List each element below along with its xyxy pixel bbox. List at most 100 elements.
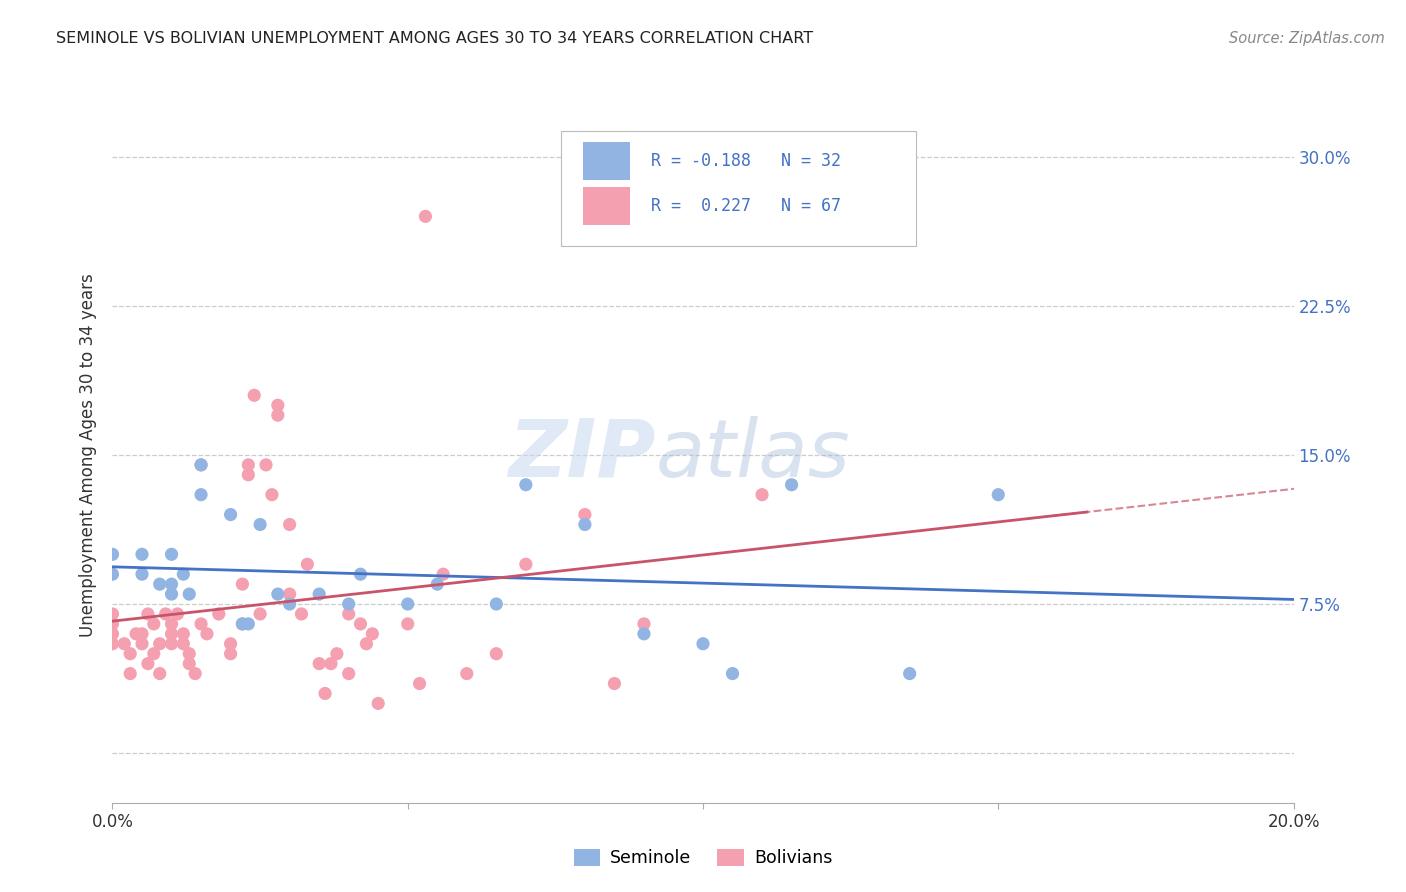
Point	[751, 488, 773, 502]
Point	[308, 587, 330, 601]
Point	[356, 637, 378, 651]
Point	[337, 666, 360, 681]
Point	[131, 567, 153, 582]
Point	[131, 637, 153, 651]
Point	[278, 587, 301, 601]
Point	[125, 627, 148, 641]
Point	[485, 597, 508, 611]
Point	[101, 607, 124, 621]
Point	[172, 627, 194, 641]
Point	[238, 616, 260, 631]
Point	[219, 637, 242, 651]
Point	[456, 666, 478, 681]
Point	[278, 517, 301, 532]
Point	[219, 508, 242, 522]
Point	[101, 627, 124, 641]
Point	[231, 616, 253, 631]
Point	[633, 616, 655, 631]
Text: atlas: atlas	[655, 416, 851, 494]
Point	[101, 567, 124, 582]
Point	[361, 627, 384, 641]
Point	[319, 657, 342, 671]
Point	[721, 666, 744, 681]
Point	[190, 458, 212, 472]
Point	[249, 607, 271, 621]
Point	[267, 408, 290, 422]
Point	[254, 458, 277, 472]
Point	[574, 517, 596, 532]
Legend: Seminole, Bolivians: Seminole, Bolivians	[567, 842, 839, 874]
Polygon shape	[582, 187, 630, 226]
Text: Source: ZipAtlas.com: Source: ZipAtlas.com	[1229, 31, 1385, 46]
Point	[574, 508, 596, 522]
Point	[326, 647, 349, 661]
Point	[337, 607, 360, 621]
Point	[349, 567, 371, 582]
Point	[184, 666, 207, 681]
Point	[131, 627, 153, 641]
Point	[432, 567, 454, 582]
Point	[190, 616, 212, 631]
Point	[260, 488, 283, 502]
Point	[190, 458, 212, 472]
Point	[267, 398, 290, 412]
Point	[243, 388, 266, 402]
Point	[987, 488, 1010, 502]
Text: SEMINOLE VS BOLIVIAN UNEMPLOYMENT AMONG AGES 30 TO 34 YEARS CORRELATION CHART: SEMINOLE VS BOLIVIAN UNEMPLOYMENT AMONG …	[56, 31, 813, 46]
Point	[408, 676, 430, 690]
Point	[160, 577, 183, 591]
Point	[120, 666, 142, 681]
Polygon shape	[582, 142, 630, 180]
Point	[515, 477, 537, 491]
Point	[149, 577, 172, 591]
Point	[160, 637, 183, 651]
Text: R = -0.188   N = 32: R = -0.188 N = 32	[651, 152, 841, 170]
Point	[101, 616, 124, 631]
Point	[396, 616, 419, 631]
Point	[208, 607, 231, 621]
Point	[195, 627, 218, 641]
Point	[166, 607, 188, 621]
Point	[485, 647, 508, 661]
Point	[238, 467, 260, 482]
Point	[290, 607, 312, 621]
Point	[308, 657, 330, 671]
Point	[160, 616, 183, 631]
Point	[349, 616, 371, 631]
Point	[160, 587, 183, 601]
Point	[179, 657, 201, 671]
Point	[337, 597, 360, 611]
Point	[142, 616, 165, 631]
Point	[160, 547, 183, 561]
Text: R =  0.227   N = 67: R = 0.227 N = 67	[651, 197, 841, 215]
Point	[149, 666, 172, 681]
Point	[231, 616, 253, 631]
Text: ZIP: ZIP	[509, 416, 655, 494]
Point	[780, 477, 803, 491]
Point	[179, 587, 201, 601]
Point	[297, 558, 319, 572]
Point	[278, 597, 301, 611]
Point	[249, 517, 271, 532]
Point	[172, 567, 194, 582]
Y-axis label: Unemployment Among Ages 30 to 34 years: Unemployment Among Ages 30 to 34 years	[79, 273, 97, 637]
Point	[515, 558, 537, 572]
Point	[633, 627, 655, 641]
Point	[898, 666, 921, 681]
Point	[267, 587, 290, 601]
Point	[172, 637, 194, 651]
Point	[426, 577, 449, 591]
Point	[136, 657, 159, 671]
FancyBboxPatch shape	[561, 131, 915, 246]
Point	[238, 458, 260, 472]
Point	[219, 647, 242, 661]
Point	[367, 697, 389, 711]
Point	[396, 597, 419, 611]
Point	[142, 647, 165, 661]
Point	[120, 647, 142, 661]
Point	[149, 637, 172, 651]
Point	[101, 637, 124, 651]
Point	[314, 686, 336, 700]
Point	[101, 547, 124, 561]
Point	[112, 637, 135, 651]
